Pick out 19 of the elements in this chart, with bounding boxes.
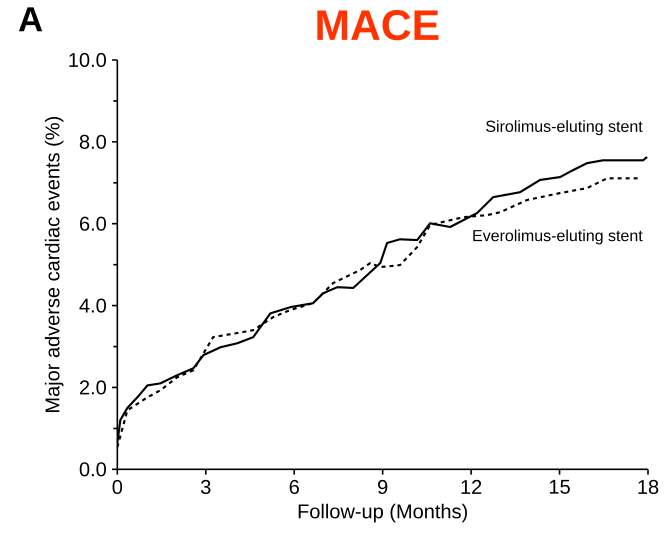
x-tick-label: 12 — [462, 480, 482, 494]
chart-title: MACE — [317, 10, 438, 40]
series-label: Sirolimus-eluting stent — [486, 120, 643, 136]
y-tick-label: 4.0 — [79, 298, 106, 313]
x-tick-label: 0 — [112, 480, 122, 494]
y-tick-label: 6.0 — [80, 216, 106, 231]
y-tick-label: 8.0 — [80, 134, 106, 150]
y-tick-label: 0.0 — [80, 462, 106, 477]
x-tick-label: 6 — [290, 480, 299, 494]
text: A — [18, 8, 42, 32]
x-tick-label: 15 — [550, 480, 570, 494]
series-label: Everolimus-eluting stent — [473, 230, 643, 245]
y-tick-label: 10.0 — [69, 53, 106, 68]
y-axis-title: Major adverse cardiac events (%) — [44, 117, 64, 412]
x-tick-label: 3 — [200, 480, 210, 494]
x-tick-label: 18 — [638, 480, 658, 494]
y-tick-label: 2.0 — [80, 380, 106, 395]
x-axis-title: Follow-up (Months) — [298, 504, 467, 523]
x-tick-label: 9 — [378, 480, 388, 494]
